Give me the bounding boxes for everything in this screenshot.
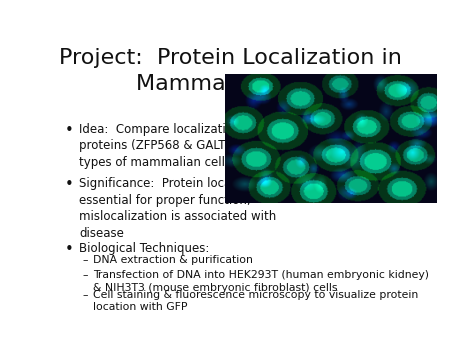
Text: Transfection of DNA into HEK293T (human embryonic kidney)
& NIH3T3 (mouse embryo: Transfection of DNA into HEK293T (human … xyxy=(93,270,429,292)
Text: Cell staining & fluorescence microscopy to visualize protein
location with GFP: Cell staining & fluorescence microscopy … xyxy=(93,290,418,312)
Text: •: • xyxy=(65,177,74,192)
Text: DNA extraction & purification: DNA extraction & purification xyxy=(93,255,253,265)
Text: –: – xyxy=(82,255,88,265)
Text: Project:  Protein Localization in
Mammalian Cells: Project: Protein Localization in Mammali… xyxy=(59,48,402,94)
Text: Biological Techniques:: Biological Techniques: xyxy=(79,242,209,255)
Text: •: • xyxy=(65,123,74,138)
Text: Idea:  Compare localization of
proteins (ZFP568 & GALT) in two
types of mammalia: Idea: Compare localization of proteins (… xyxy=(79,123,270,169)
Text: Significance:  Protein location is
essential for proper function,
mislocalizatio: Significance: Protein location is essent… xyxy=(79,177,276,240)
Text: –: – xyxy=(82,290,88,300)
Text: –: – xyxy=(82,270,88,280)
Text: •: • xyxy=(65,242,74,257)
